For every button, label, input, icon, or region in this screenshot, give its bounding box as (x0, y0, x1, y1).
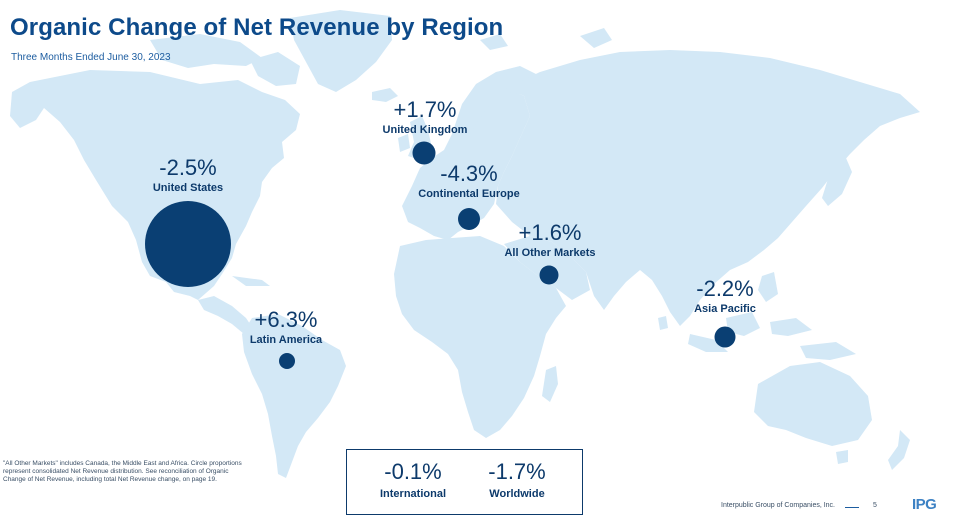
land-svalbard (480, 34, 508, 50)
bubble-continental-europe (458, 208, 480, 230)
land-new-zealand (888, 430, 910, 470)
land-indonesia-1 (688, 334, 728, 352)
land-iceland (372, 88, 398, 102)
page-subtitle: Three Months Ended June 30, 2023 (11, 52, 171, 63)
bubble-united-states (145, 201, 231, 287)
page-number: 5 (873, 502, 877, 509)
land-cuba (232, 276, 270, 286)
region-label-united-kingdom: +1.7% United Kingdom (382, 97, 468, 137)
ipg-logo: IPG (912, 496, 937, 513)
region-label-all-other-markets: +1.6% All Other Markets (504, 220, 596, 260)
land-africa (394, 236, 566, 438)
region-value: -2.2% (696, 276, 754, 301)
summary-value: -1.7% (488, 459, 546, 484)
region-value: -4.3% (440, 161, 498, 186)
land-tasmania (836, 450, 848, 464)
land-australia (754, 362, 872, 446)
region-label-latin-america: +6.3% Latin America (249, 307, 323, 347)
footer-divider (845, 507, 859, 508)
summary-name: Worldwide (489, 488, 545, 500)
region-value: -2.5% (159, 155, 217, 180)
land-novaya-zemlya (580, 28, 612, 48)
land-central-america (198, 296, 254, 334)
summary-worldwide: -1.7% Worldwide (488, 459, 546, 501)
region-label-asia-pacific: -2.2% Asia Pacific (694, 276, 756, 316)
bubble-united-kingdom (412, 141, 436, 165)
land-europe (402, 88, 530, 240)
summary-name: International (379, 488, 447, 500)
bubble-asia-pacific (714, 326, 736, 348)
region-value: +6.3% (254, 307, 318, 332)
land-south-america (242, 314, 346, 478)
land-canadian-islands (150, 34, 262, 68)
region-name: United Kingdom (382, 124, 468, 136)
land-asia (496, 50, 920, 326)
region-value: +1.6% (518, 220, 582, 245)
summary-box: -0.1% International -1.7% Worldwide (346, 449, 583, 515)
land-indonesia-3 (770, 318, 812, 336)
footnote: "All Other Markets" includes Canada, the… (3, 460, 242, 483)
region-name: Latin America (249, 334, 323, 346)
region-name: United States (152, 182, 224, 194)
bubble-latin-america (279, 353, 295, 369)
land-sri-lanka (658, 316, 668, 330)
summary-value: -0.1% (384, 459, 442, 484)
bubble-all-other-markets (539, 265, 559, 285)
land-ireland (398, 134, 410, 152)
region-name: Continental Europe (418, 188, 520, 200)
region-label-united-states: -2.5% United States (152, 155, 224, 195)
region-name: All Other Markets (504, 247, 596, 259)
land-alaska (10, 82, 44, 128)
region-label-continental-europe: -4.3% Continental Europe (418, 161, 520, 201)
region-value: +1.7% (393, 97, 457, 122)
land-new-guinea (800, 342, 856, 360)
footer-company: Interpublic Group of Companies, Inc. (721, 502, 836, 509)
land-philippines (758, 272, 778, 302)
land-indonesia-2 (726, 312, 760, 336)
page-title: Organic Change of Net Revenue by Region (10, 14, 504, 41)
land-japan (822, 158, 852, 206)
land-north-america (30, 70, 300, 300)
region-name: Asia Pacific (694, 303, 756, 315)
land-greenland (290, 10, 392, 92)
summary-international: -0.1% International (379, 459, 447, 501)
land-madagascar (542, 366, 558, 402)
land-baffin (250, 52, 300, 86)
